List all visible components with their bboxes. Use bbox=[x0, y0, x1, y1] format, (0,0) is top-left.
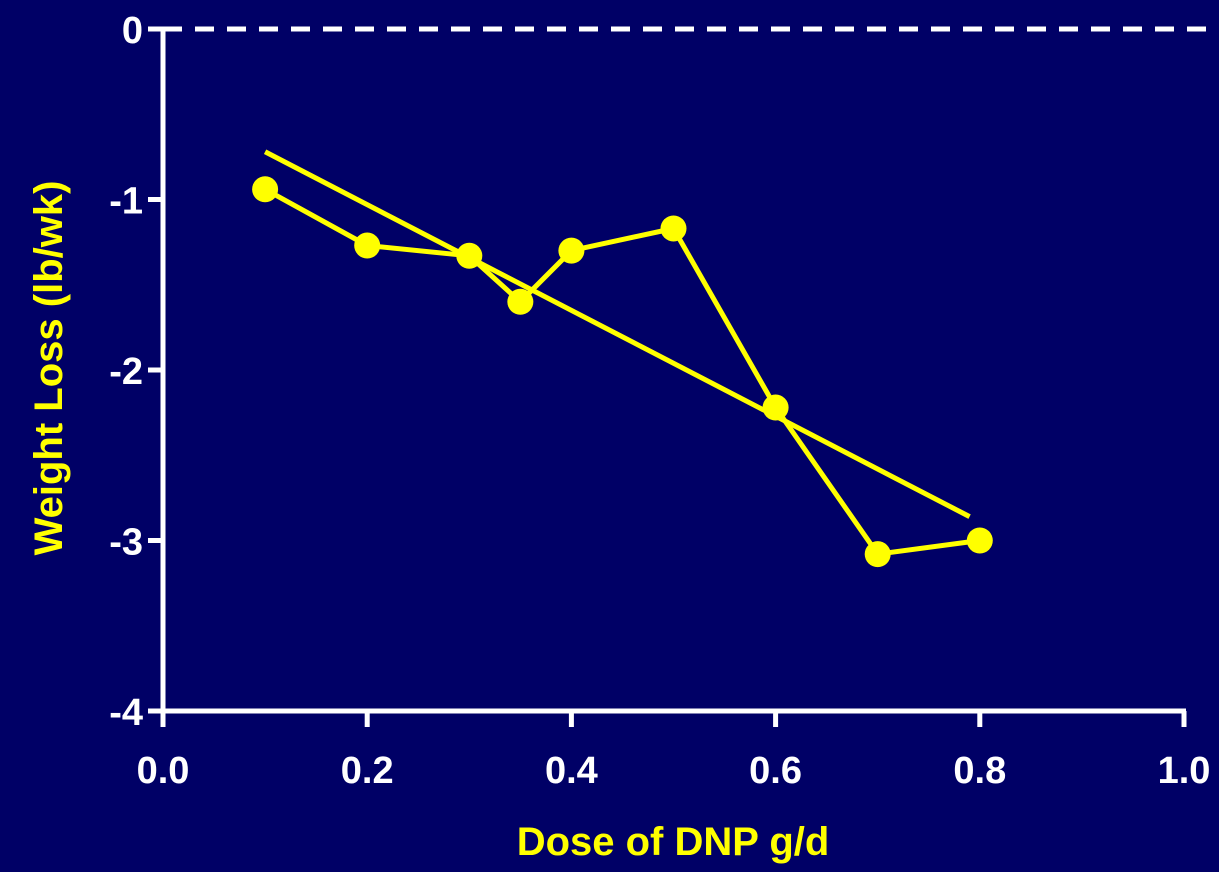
data-point bbox=[762, 394, 789, 421]
y-tick-label: -1 bbox=[109, 181, 143, 223]
x-tick-label: 0.8 bbox=[953, 750, 1006, 792]
data-point bbox=[966, 527, 993, 554]
y-tick-label: -3 bbox=[109, 522, 143, 564]
y-tick-label: 0 bbox=[122, 10, 143, 52]
axes-layer bbox=[148, 26, 1187, 727]
data-point bbox=[864, 541, 891, 568]
y-axis-title: Weight Loss (lb/wk) bbox=[27, 181, 71, 556]
x-tick-label: 1.0 bbox=[1158, 750, 1211, 792]
labels-layer: 0 -1 -2 -3 -4 0.0 0.2 0.4 0.6 0.8 1.0 bbox=[109, 10, 1210, 792]
x-tick-label: 0.0 bbox=[137, 750, 190, 792]
x-tick-label: 0.6 bbox=[749, 750, 802, 792]
x-tick-label: 0.4 bbox=[545, 750, 598, 792]
y-tick-label: -2 bbox=[109, 351, 143, 393]
data-point bbox=[456, 242, 483, 269]
trend-line bbox=[263, 149, 971, 519]
series-layer bbox=[252, 149, 993, 568]
data-point bbox=[354, 232, 381, 259]
data-point bbox=[252, 176, 279, 203]
data-point bbox=[558, 237, 585, 264]
x-tick-label: 0.2 bbox=[341, 750, 394, 792]
data-point bbox=[507, 288, 534, 315]
x-axis-title: Dose of DNP g/d bbox=[517, 820, 830, 864]
data-point bbox=[660, 215, 687, 242]
y-tick-label: -4 bbox=[109, 692, 143, 734]
